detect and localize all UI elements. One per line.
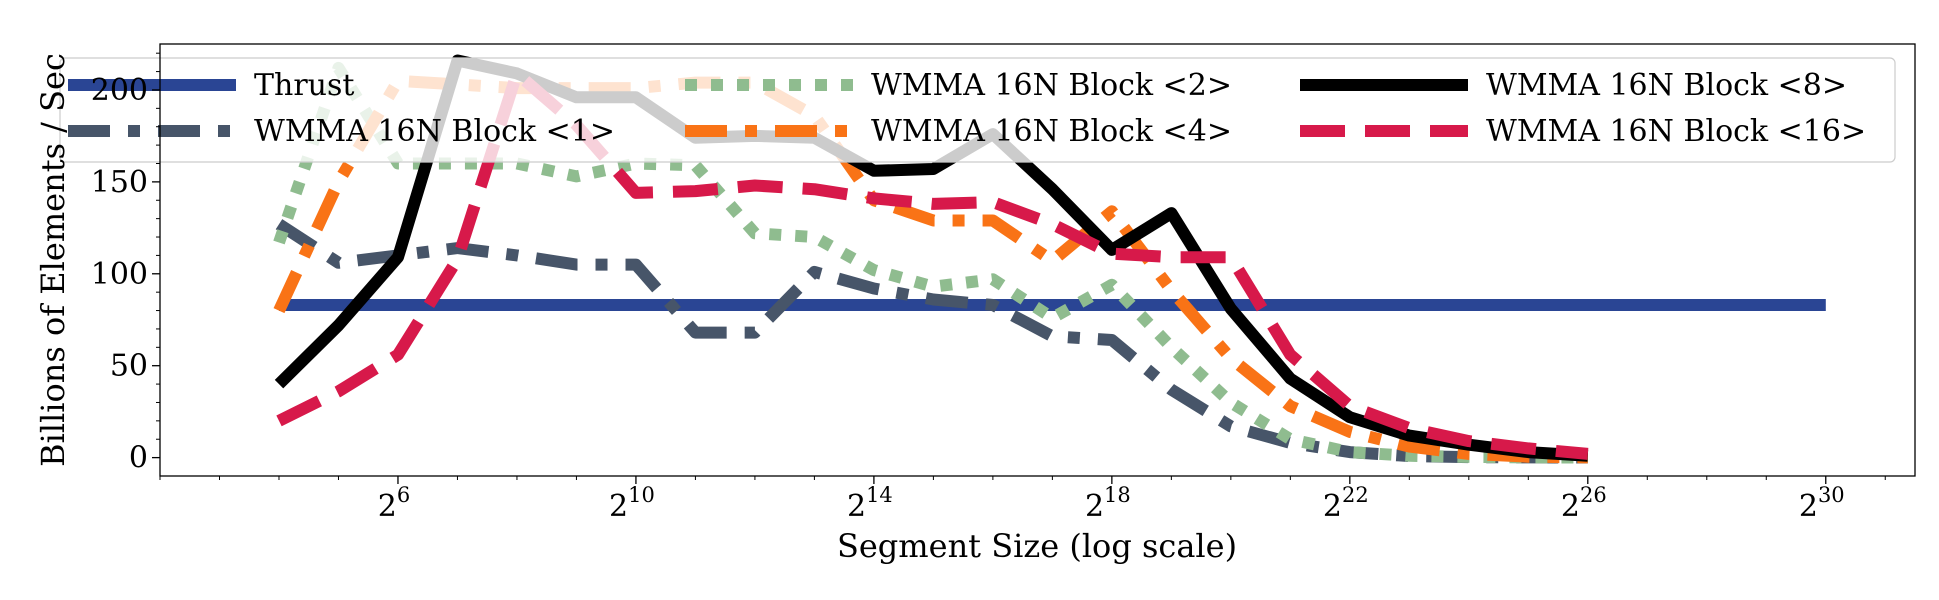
series-line-5	[276, 67, 1589, 460]
series-line-2	[273, 61, 1588, 464]
x-tick-label: 26	[378, 483, 410, 524]
legend-label-4: WMMA 16N Block <8>	[1486, 68, 1847, 103]
x-axis-label: Segment Size (log scale)	[837, 527, 1237, 565]
x-tick-label: 210	[609, 483, 655, 524]
x-axis-ticks: 26 210 214 218 222 226 230	[159, 476, 1886, 524]
legend-label-2: WMMA 16N Block <2>	[871, 68, 1232, 103]
legend-label-5: WMMA 16N Block <16>	[1486, 114, 1866, 149]
y-tick-label: 0	[129, 441, 148, 476]
plot-frame	[159, 43, 1916, 477]
y-tick-label: 150	[91, 165, 148, 200]
y-tick-label: 100	[91, 257, 148, 292]
legend-label-0: Thrust	[254, 68, 354, 103]
legend-label-1: WMMA 16N Block <1>	[254, 114, 615, 149]
series-layer	[273, 54, 1826, 464]
x-tick-label: 214	[847, 483, 893, 524]
y-tick-label: 50	[110, 349, 148, 384]
y-axis-label: Billions of Elements / Sec	[34, 53, 72, 467]
series-line-3	[273, 74, 1588, 464]
legend: Thrust WMMA 16N Block <1> WMMA 16N Block <…	[59, 57, 1896, 163]
legend-label-3: WMMA 16N Block <4>	[871, 114, 1232, 149]
y-axis-ticks: 0 50 100 150 200	[91, 52, 160, 476]
x-tick-label: 226	[1561, 483, 1607, 524]
x-tick-label: 218	[1085, 483, 1131, 524]
series-line-1	[275, 219, 1588, 464]
y-tick-label: 200	[91, 73, 148, 108]
x-tick-label: 222	[1323, 483, 1369, 524]
x-tick-label: 230	[1799, 483, 1845, 524]
